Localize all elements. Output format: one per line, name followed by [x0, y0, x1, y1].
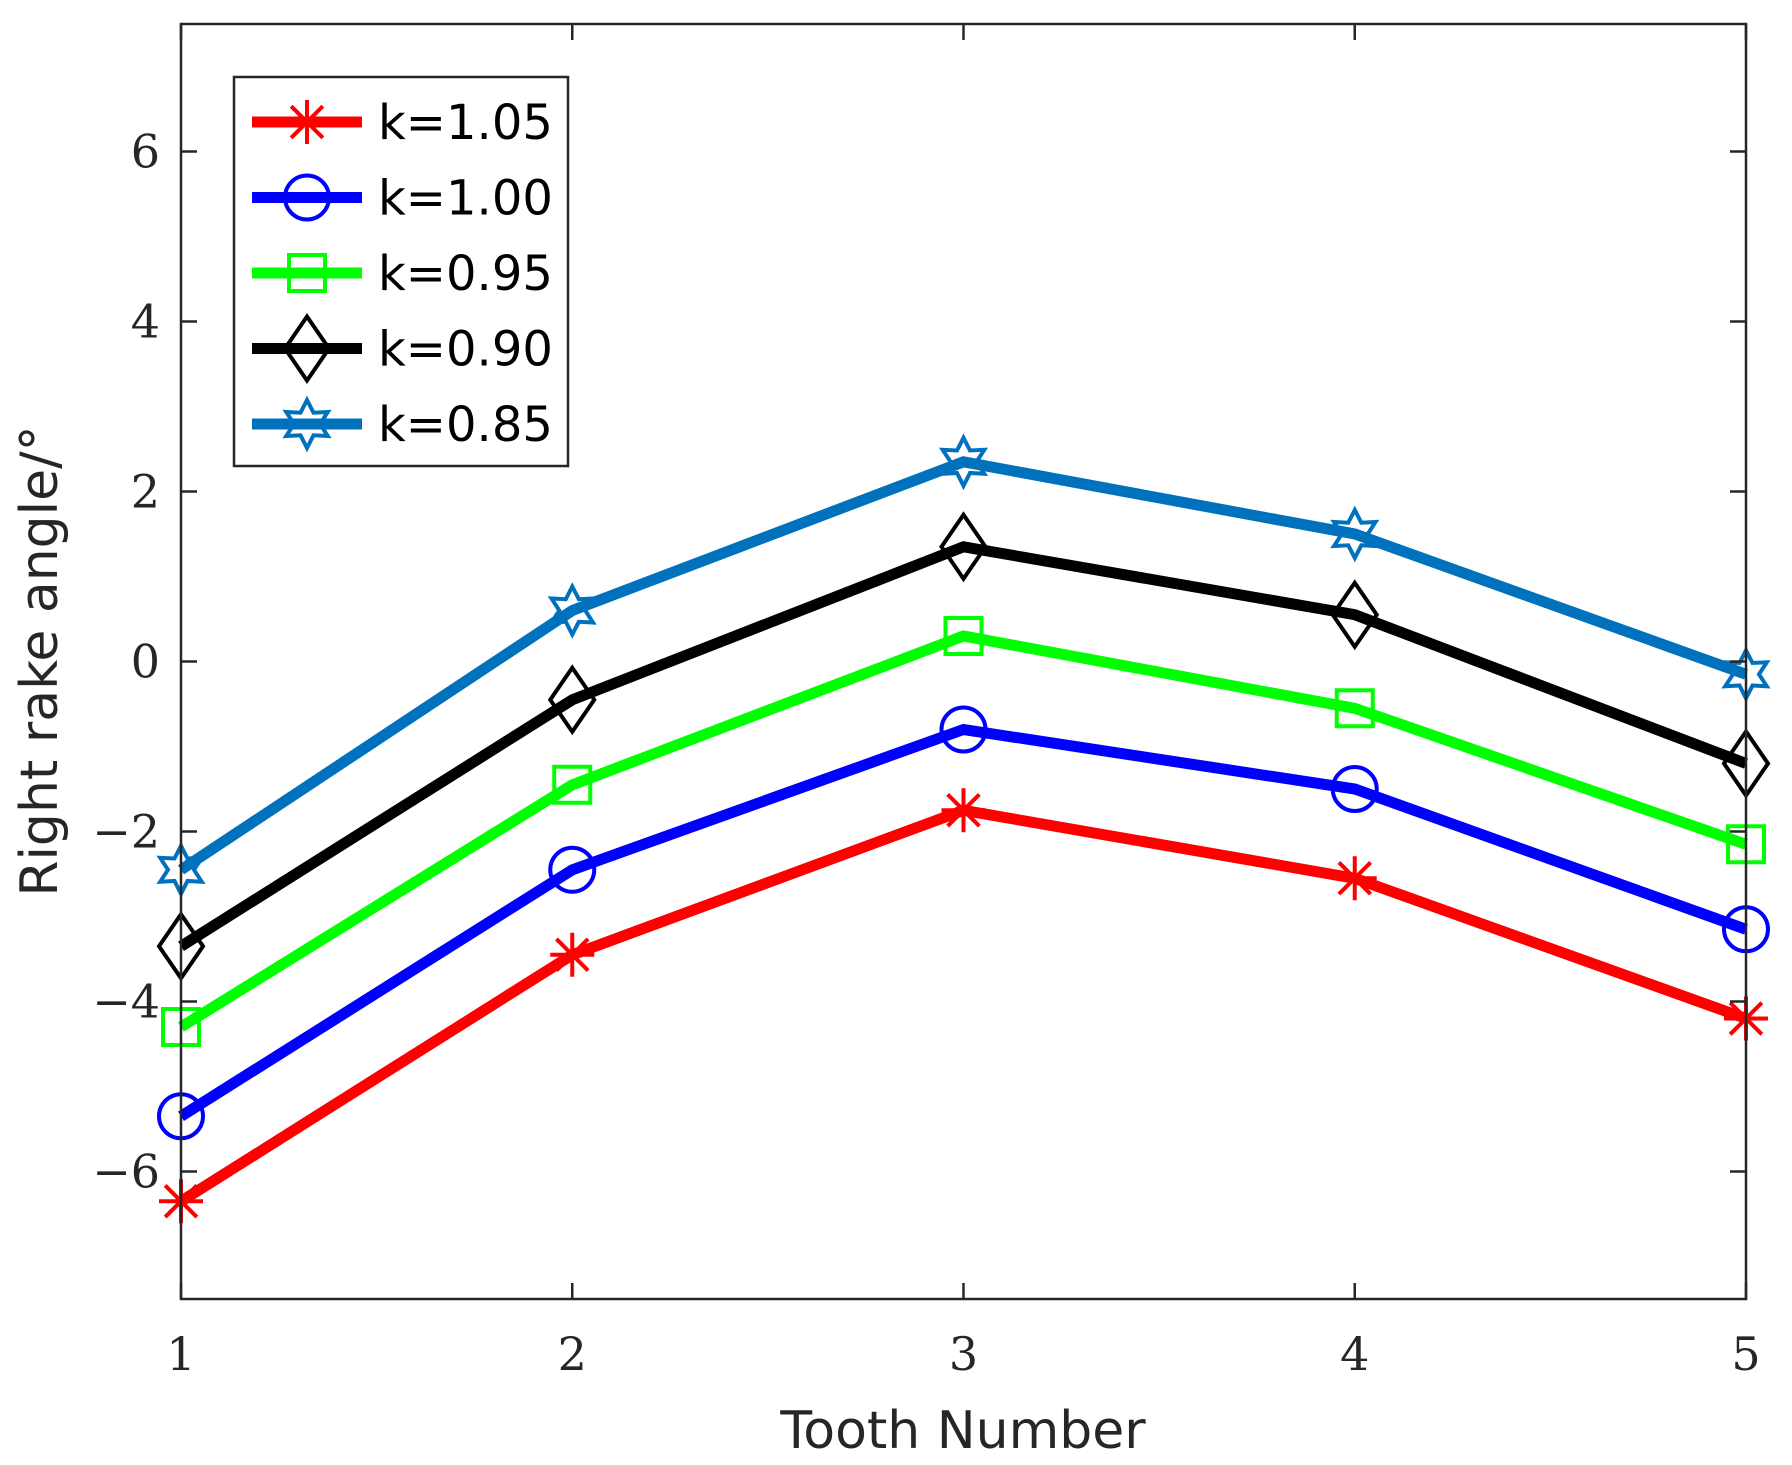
- data-point-asterisk: [941, 788, 986, 833]
- x-tick-label: 2: [558, 1327, 587, 1381]
- legend-item: k=1.00: [252, 171, 553, 227]
- x-tick-label: 5: [1731, 1327, 1760, 1381]
- x-tick-label: 3: [949, 1327, 978, 1381]
- x-tick-label: 1: [166, 1327, 195, 1381]
- data-point-square: [1334, 688, 1375, 729]
- data-point-asterisk: [1332, 856, 1377, 901]
- legend: k=1.05 k=1.00 k=0.95 k=0.90 k=0.85: [232, 75, 570, 468]
- legend-marker-square: [287, 253, 327, 293]
- legend-label: k=0.95: [378, 246, 553, 302]
- ticks-layer: 1 2 3 4 5 −6 −4 −2 0 2 4 6: [92, 24, 1761, 1381]
- y-tick-label: 2: [131, 465, 160, 519]
- data-point-hexagram: [938, 433, 989, 491]
- x-tick-label: 4: [1340, 1327, 1369, 1381]
- legend-marker-hexagram: [282, 395, 332, 453]
- y-tick-label: 0: [131, 635, 160, 689]
- data-point-diamond: [1330, 579, 1380, 651]
- legend-item: k=0.85: [252, 395, 553, 453]
- data-point-square: [552, 764, 593, 805]
- y-tick-label: 4: [131, 295, 160, 349]
- data-point-square: [943, 616, 984, 656]
- series-line: [178, 541, 1748, 951]
- legend-item: k=0.95: [252, 246, 553, 302]
- y-tick-label: −6: [92, 1145, 160, 1199]
- legend-label: k=1.05: [378, 95, 553, 151]
- data-point-diamond: [547, 664, 597, 736]
- series-line: [178, 630, 1748, 1032]
- series-line: [178, 723, 1748, 1121]
- y-axis-label: Right rake angle/°: [10, 425, 70, 896]
- data-point-circle: [939, 705, 988, 754]
- data-point-hexagram: [1330, 505, 1380, 563]
- legend-item: k=0.90: [252, 312, 553, 385]
- y-tick-label: −2: [92, 805, 160, 859]
- y-tick-label: 6: [131, 125, 160, 179]
- data-point-circle: [548, 845, 597, 894]
- data-point-diamond: [939, 511, 988, 583]
- legend-marker-diamond: [282, 312, 332, 385]
- legend-label: k=0.90: [378, 322, 553, 378]
- legend-marker-circle: [283, 173, 331, 222]
- y-tick-label: −4: [92, 975, 160, 1029]
- legend-marker-asterisk: [285, 100, 329, 144]
- data-point-hexagram: [547, 582, 597, 639]
- legend-label: k=1.00: [378, 171, 553, 227]
- data-point-asterisk: [550, 932, 595, 977]
- legend-label: k=0.85: [378, 397, 553, 453]
- x-axis-label: Tooth Number: [779, 1401, 1146, 1461]
- series-line: [177, 456, 1748, 875]
- data-point-circle: [1330, 765, 1379, 813]
- legend-item: k=1.05: [252, 95, 553, 151]
